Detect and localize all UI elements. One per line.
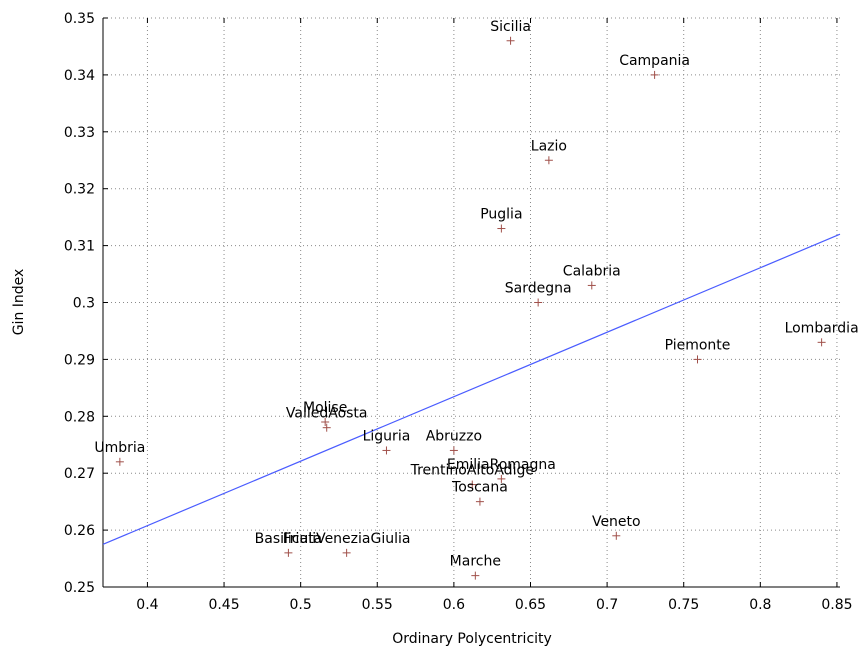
y-tick-label: 0.34 [64, 68, 95, 84]
y-tick-label: 0.29 [64, 352, 95, 368]
y-tick-label: 0.31 [64, 239, 95, 255]
points [115, 36, 826, 580]
point-label: Lazio [531, 138, 567, 154]
data-point [497, 224, 506, 233]
y-axis-label: Gin Index [11, 269, 27, 336]
data-point [342, 548, 351, 557]
point-label: Veneto [592, 514, 641, 530]
x-tick-label: 0.85 [821, 597, 852, 613]
data-point [544, 156, 553, 165]
point-label: Campania [619, 53, 690, 69]
x-tick-label: 0.65 [515, 597, 546, 613]
fit-line-layer [102, 233, 841, 545]
data-point [115, 457, 124, 466]
point-label: ValledAosta [286, 406, 368, 422]
x-tick-label: 0.8 [749, 597, 771, 613]
point-label: Calabria [563, 263, 621, 279]
data-point [534, 298, 543, 307]
y-tick-label: 0.32 [64, 182, 95, 198]
data-point [468, 480, 477, 489]
x-tick-label: 0.45 [208, 597, 239, 613]
x-tick-label: 0.6 [443, 597, 465, 613]
data-point [650, 70, 659, 79]
point-label: Molise [303, 400, 347, 416]
x-tick-label: 0.55 [362, 597, 393, 613]
data-point [475, 497, 484, 506]
data-point [322, 423, 331, 432]
point-label: FriuliVeneziaGiulia [283, 531, 411, 547]
data-point [693, 355, 702, 364]
regression-line [102, 233, 841, 545]
y-tick-label: 0.35 [64, 11, 95, 27]
point-label: Sardegna [505, 281, 572, 297]
x-tick-label: 0.4 [136, 597, 158, 613]
point-label: EmiliaRomagna [447, 457, 556, 473]
x-tick-label: 0.5 [290, 597, 312, 613]
data-point [817, 338, 826, 347]
point-label: Umbria [94, 440, 145, 456]
axes: 0.4 0.45 0.5 0.55 0.6 0.65 0.7 0.75 0.8 0.85 0.25 0… [64, 11, 853, 613]
point-label: Marche [450, 554, 501, 570]
y-tick-label: 0.26 [64, 523, 95, 539]
point-labels: Sicilia Campania Lazio Puglia Calabria Sardeg… [94, 19, 858, 570]
data-point [449, 446, 458, 455]
x-axis-label: Ordinary Polycentricity [392, 631, 552, 647]
data-point [471, 571, 480, 580]
x-tick-label: 0.75 [668, 597, 699, 613]
data-point [321, 417, 330, 426]
y-tick-label: 0.33 [64, 125, 95, 141]
data-point [284, 548, 293, 557]
data-point [612, 531, 621, 540]
point-label: Basilicata [255, 531, 323, 547]
data-point [506, 36, 515, 45]
point-label: Lombardia [785, 320, 859, 336]
point-label: Abruzzo [426, 428, 482, 444]
y-tick-label: 0.25 [64, 580, 95, 596]
y-tick-label: 0.28 [64, 409, 95, 425]
point-label: Toscana [451, 480, 508, 496]
point-label: Liguria [363, 428, 411, 444]
grid [103, 17, 840, 588]
data-point [587, 281, 596, 290]
data-point [382, 446, 391, 455]
y-tick-label: 0.3 [73, 296, 95, 312]
x-tick-label: 0.7 [596, 597, 618, 613]
data-point [497, 474, 506, 483]
point-label: TrentinoAltoAdige [410, 463, 534, 479]
y-tick-label: 0.27 [64, 466, 95, 482]
point-label: Piemonte [665, 337, 731, 353]
point-label: Sicilia [490, 19, 531, 35]
point-label: Puglia [480, 207, 522, 223]
